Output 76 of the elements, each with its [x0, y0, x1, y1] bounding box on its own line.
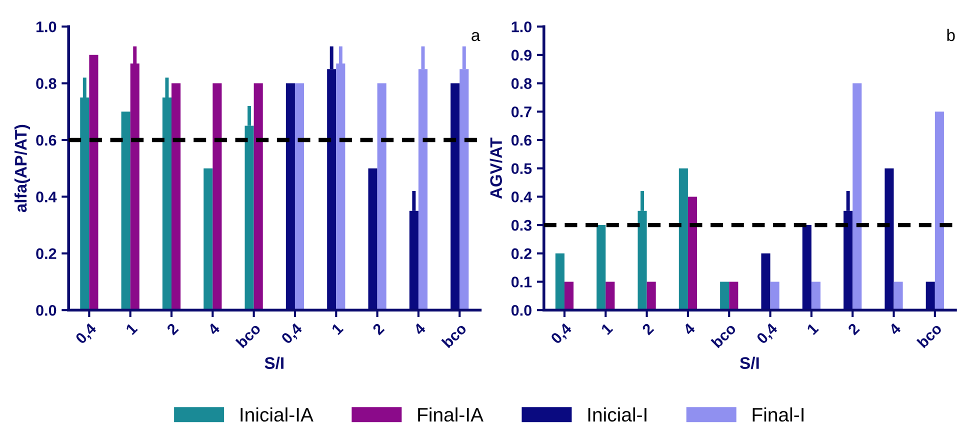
bar [811, 282, 820, 310]
y-tick-label: 0.6 [511, 134, 532, 146]
y-tick-label: 1.0 [36, 21, 56, 32]
x-tick-label: 0,4 [550, 322, 574, 346]
bar [770, 282, 780, 310]
x-tick-label: 1 [331, 322, 344, 336]
bar [555, 253, 564, 310]
x-axis-title: S/I [740, 356, 759, 370]
x-tick-label: 4 [207, 322, 220, 336]
bar [802, 225, 812, 310]
bar [254, 83, 263, 310]
x-tick-label: 1 [806, 322, 819, 336]
bar [172, 83, 181, 310]
bar [606, 282, 615, 310]
y-tick-label: 1.0 [512, 21, 532, 32]
x-tick-label: 2 [641, 322, 654, 336]
bar [934, 112, 944, 310]
y-tick-label: 0.0 [511, 304, 532, 316]
y-axis-title: AGV/AT [490, 138, 502, 199]
bar [894, 282, 903, 310]
y-tick-label: 0.8 [511, 78, 532, 89]
x-tick-label: 2 [166, 322, 179, 336]
bar [121, 112, 130, 310]
x-tick-label: 2 [372, 322, 385, 336]
bar [688, 196, 698, 310]
y-tick-label: 0.5 [511, 163, 532, 174]
bar [286, 83, 295, 310]
bar [646, 282, 656, 310]
bar [564, 282, 574, 310]
x-tick-label: 2 [847, 322, 860, 336]
x-tick-label: 0,4 [74, 322, 99, 346]
bar [204, 168, 213, 310]
bar [89, 54, 98, 310]
bar [377, 83, 386, 310]
bar [926, 282, 935, 310]
y-tick-label: 0.4 [511, 192, 532, 202]
bar [729, 282, 738, 310]
bar [596, 225, 606, 310]
bar [761, 253, 770, 310]
y-axis-title: alfa(AP/AT) [14, 124, 30, 212]
bar [720, 282, 730, 310]
y-tick-label: 0.8 [36, 78, 56, 89]
x-tick-label: 1 [600, 322, 614, 336]
y-tick-label: 0.9 [511, 50, 532, 61]
bar [852, 83, 862, 310]
bar [368, 168, 378, 310]
legend-label: Inicial-I [588, 407, 646, 422]
x-tick-label: bco [710, 322, 737, 348]
x-tick-label: bco [916, 322, 942, 348]
x-tick-label: 0,4 [280, 322, 304, 346]
y-tick-label: 0.4 [36, 192, 57, 202]
y-tick-label: 0.0 [36, 304, 56, 316]
y-tick-label: 0.3 [511, 220, 532, 231]
x-tick-label: 4 [888, 322, 902, 336]
bar [450, 83, 460, 310]
legend-label: Final-I [752, 407, 804, 422]
chart-title: a [472, 32, 480, 42]
x-axis-title: S/I [264, 356, 284, 370]
chart-title: b [947, 28, 955, 42]
y-tick-label: 0.2 [36, 248, 56, 260]
x-tick-label: 4 [413, 322, 426, 336]
y-tick-label: 0.2 [511, 248, 532, 260]
x-tick-label: 1 [125, 322, 138, 336]
x-tick-label: 4 [682, 322, 696, 336]
bar [212, 83, 222, 310]
x-tick-label: bco [441, 322, 468, 348]
x-tick-label: 0,4 [756, 322, 780, 346]
y-tick-label: 0.7 [511, 106, 532, 118]
y-tick-label: 0.1 [511, 276, 532, 288]
x-tick-label: bco [235, 322, 262, 348]
legend-label: Inicial-IA [240, 407, 314, 422]
bar [884, 168, 894, 310]
bar [678, 168, 688, 310]
legend-label: Final-IA [418, 407, 484, 422]
y-tick-label: 0.6 [36, 134, 56, 146]
bar [294, 83, 304, 310]
